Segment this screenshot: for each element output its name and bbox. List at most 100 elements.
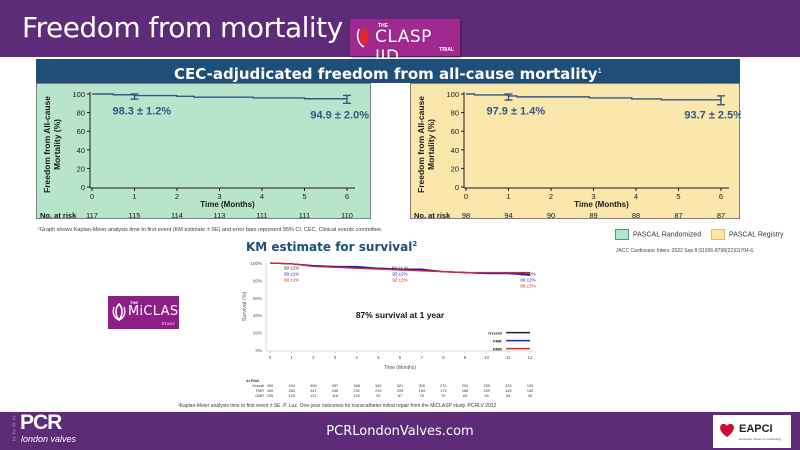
logo-the: THE <box>378 23 388 29</box>
at-risk-value: 397 <box>332 384 338 388</box>
legend-label-randomized: PASCAL Randomized <box>633 231 702 239</box>
km-curve <box>466 93 721 101</box>
x-axis-label: Time (Months) <box>384 365 416 371</box>
x-tick-label: 1 <box>506 192 510 201</box>
at-risk-value: 78 <box>420 394 424 398</box>
at-risk-value: 102 <box>353 394 359 398</box>
y-tick-label: 20% <box>253 331 262 336</box>
x-tick-label: 7 <box>420 355 423 360</box>
y-axis-label: Freedom from All-causeMortality (%) <box>416 96 436 193</box>
at-risk-value: 54 <box>506 394 510 398</box>
y-axis-label-line: Mortality (%) <box>426 119 436 170</box>
at-risk-value: 116 <box>332 394 338 398</box>
at-risk-value: 245 <box>332 389 338 393</box>
at-risk-value: 239 <box>483 384 489 388</box>
at-risk-value: 90 <box>376 394 380 398</box>
y-axis-label-line: Mortality (%) <box>52 119 62 170</box>
y-tick-label: 80 <box>77 109 85 118</box>
footer-bar <box>0 412 800 450</box>
at-risk-value: 168 <box>462 389 468 393</box>
x-tick-label: 3 <box>591 192 595 201</box>
heart-icon <box>720 423 734 437</box>
at-risk-value: 63 <box>463 394 467 398</box>
at-risk-value: 205 <box>397 389 403 393</box>
y-tick-label: 60 <box>77 127 85 136</box>
at-risk-value: 90 <box>547 211 555 220</box>
legend-swatch-registry <box>711 229 726 240</box>
at-risk-value: 70 <box>441 394 445 398</box>
clasp-iid-logo: THE CLASP IID TRIAL <box>350 19 460 67</box>
section-band: CEC-adjudicated freedom from all-cause m… <box>36 59 740 83</box>
x-axis-label: Time (Months) <box>200 200 255 209</box>
y-tick-label: 100 <box>72 90 85 99</box>
y-tick-label: 60% <box>253 296 262 301</box>
y-axis-label-line: Freedom from All-cause <box>42 96 52 193</box>
at-risk-value: 59 <box>485 394 489 398</box>
footnote-1: ¹Graph shows Kaplan-Meier analysis time … <box>38 227 383 233</box>
x-tick-label: 6 <box>399 355 402 360</box>
survival-annotation-overall: 99 ±1% <box>284 265 299 270</box>
legend-item-randomized: PASCAL Randomized <box>615 229 701 240</box>
at-risk-value: 193 <box>527 384 533 388</box>
at-risk-value: 149 <box>505 389 511 393</box>
at-risk-title: At Risk <box>246 379 260 383</box>
y-tick-label: 60 <box>451 127 459 136</box>
x-tick-label: 2 <box>175 192 179 201</box>
at-risk-label: No. at risk <box>414 211 451 220</box>
km-curve <box>92 93 347 100</box>
y-tick-label: 40% <box>253 313 262 318</box>
at-risk-value: 223 <box>505 384 511 388</box>
at-risk-value: 135 <box>267 394 273 398</box>
survival-curve-dmr <box>269 262 530 274</box>
at-risk-value: 450 <box>267 384 273 388</box>
x-tick-label: 12 <box>527 355 533 360</box>
y-tick-label: 40 <box>77 146 85 155</box>
pcr-subtitle: london valves <box>21 434 77 444</box>
x-axis-label: Time (Months) <box>574 200 629 209</box>
legend-label-overall: Overall <box>488 331 502 336</box>
at-risk-value: 129 <box>288 394 294 398</box>
eapci-subtext: European Society of Cardiology <box>739 437 782 441</box>
at-risk-value: 247 <box>310 389 316 393</box>
at-risk-value: 130 <box>527 389 533 393</box>
at-risk-value: 300 <box>418 384 424 388</box>
legend-swatch-randomized <box>615 229 629 240</box>
tulip-icon <box>112 302 126 322</box>
at-risk-value: 254 <box>462 384 468 388</box>
at-risk-value: 194 <box>418 389 424 393</box>
registry-km-chart: Freedom from All-causeMortality (%)02040… <box>414 90 743 220</box>
survival-annotation-dmr: 92 ±2% <box>392 277 407 282</box>
at-risk-row-label: DMR <box>255 394 264 398</box>
survival-annotation-overall: 93 ±1 % <box>392 265 408 270</box>
y-tick-label: 40 <box>451 146 459 155</box>
at-risk-value: 434 <box>288 384 294 388</box>
at-risk-label: No. at risk <box>40 211 77 220</box>
x-tick-label: 11 <box>506 355 511 360</box>
eapci-text: EAPCI <box>739 423 773 435</box>
footer-url[interactable]: PCRLondonValves.com <box>326 424 474 439</box>
pcr-logo: PCR <box>20 411 62 434</box>
y-tick-label: 20 <box>77 164 85 173</box>
km-annotation-month1: 97.9 ± 1.4% <box>487 106 546 118</box>
legend-item-registry: PASCAL Registry <box>711 229 784 240</box>
at-risk-value: 368 <box>353 384 359 388</box>
y-axis-label: Survival (%) <box>242 292 248 322</box>
at-risk-value: 219 <box>375 389 381 393</box>
km-annotation-month1: 98.3 ± 1.2% <box>113 106 172 118</box>
x-tick-label: 4 <box>355 355 358 360</box>
x-tick-label: 0 <box>90 192 94 201</box>
x-tick-label: 2 <box>312 355 315 360</box>
at-risk-value: 113 <box>214 211 226 220</box>
at-risk-value: 87 <box>674 211 682 220</box>
at-risk-value: 340 <box>375 384 381 388</box>
miclasp-name: MiCLASP <box>128 304 187 319</box>
x-tick-label: 3 <box>334 355 337 360</box>
at-risk-value: 88 <box>632 211 640 220</box>
y-tick-label: 20 <box>451 164 459 173</box>
y-tick-label: 80% <box>253 278 262 283</box>
km-title-text: KM estimate for survival <box>246 240 413 254</box>
x-tick-label: 5 <box>377 355 380 360</box>
